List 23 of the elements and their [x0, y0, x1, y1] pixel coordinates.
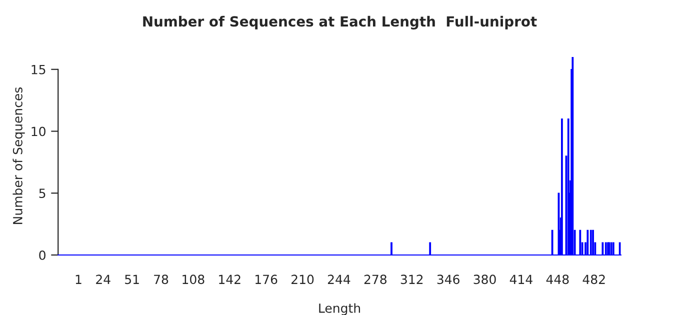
y-axis-title: Number of Sequences [12, 87, 25, 224]
x-tick-label: 346 [437, 274, 460, 284]
x-tick-label: 380 [474, 274, 496, 284]
x-tick-label: 1 [76, 274, 82, 284]
x-tick-label: 278 [364, 274, 386, 284]
y-tick-label: 15 [32, 65, 46, 74]
x-tick-label: 482 [582, 274, 605, 284]
x-tick-label: 78 [154, 274, 168, 284]
y-tick-label: 5 [39, 188, 46, 198]
x-tick-label: 142 [219, 274, 240, 284]
chart-title: Number of Sequences at Each Length Full-uniprot [143, 16, 537, 30]
y-tick-label: 0 [39, 250, 46, 260]
x-tick-label: 24 [96, 274, 110, 284]
x-tick-label: 244 [328, 274, 350, 284]
x-tick-label: 51 [125, 274, 139, 284]
x-tick-label: 414 [510, 274, 532, 284]
x-tick-label: 108 [182, 274, 204, 284]
x-axis-title: Length [319, 303, 360, 315]
y-tick-label: 10 [32, 126, 46, 136]
x-tick-label: 210 [292, 274, 314, 284]
x-tick-label: 176 [256, 274, 278, 284]
x-tick-label: 448 [546, 274, 569, 284]
x-tick-label: 312 [400, 274, 423, 284]
